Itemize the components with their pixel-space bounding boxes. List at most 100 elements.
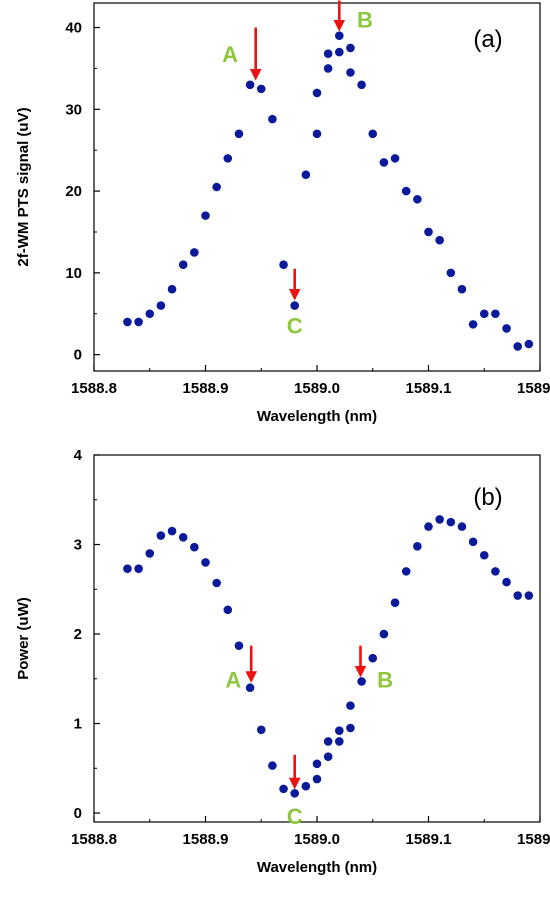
- y-tick-label: 4: [74, 447, 83, 464]
- annotation-label: A: [222, 42, 238, 67]
- data-point: [323, 64, 333, 73]
- data-point: [245, 80, 255, 90]
- data-point: [156, 531, 166, 540]
- data-point: [335, 47, 344, 57]
- x-tick-label: 1588.8: [71, 831, 117, 848]
- data-point: [379, 158, 389, 167]
- data-point: [335, 31, 344, 41]
- data-point: [190, 248, 199, 257]
- y-tick-label: 40: [65, 20, 82, 37]
- data-point: [357, 80, 366, 90]
- x-tick-label: 1588.8: [71, 380, 117, 397]
- y-tick-label: 20: [65, 183, 82, 200]
- data-point: [268, 761, 277, 770]
- x-tick-label: 1589.0: [294, 831, 340, 848]
- x-tick-label: 1588.9: [183, 831, 229, 848]
- data-point: [234, 129, 244, 139]
- annotation-label: B: [377, 668, 393, 693]
- data-point: [223, 154, 233, 163]
- data-point: [290, 301, 300, 310]
- data-point: [145, 549, 155, 558]
- plot-frame: [93, 2, 541, 372]
- data-point: [312, 759, 322, 769]
- data-point: [268, 114, 277, 124]
- data-point: [479, 550, 489, 560]
- data-point: [446, 268, 456, 278]
- chart-panel-a: 1588.8 1588.9 1589.0 1589.1 1589.2 0 10 20 30 40 W…: [15, 0, 550, 425]
- data-point: [245, 683, 255, 693]
- data-point: [435, 515, 444, 524]
- panel-label: (b): [473, 484, 502, 511]
- x-axis-label: Wavelength (nm): [257, 859, 377, 876]
- data-point: [457, 522, 467, 531]
- y-tick-label: 0: [74, 347, 82, 364]
- annotation-label: A: [225, 668, 241, 693]
- data-point: [223, 605, 233, 615]
- data-point: [390, 154, 400, 163]
- annotation-label: C: [287, 313, 303, 338]
- data-point: [502, 577, 511, 587]
- data-point: [446, 517, 456, 527]
- data-point: [178, 533, 188, 542]
- data-point: [335, 726, 344, 735]
- data-point: [145, 309, 155, 319]
- data-point: [167, 284, 177, 294]
- y-axis-label: Power (uW): [15, 597, 32, 680]
- data-point: [346, 701, 355, 710]
- x-tick-label: 1589.1: [406, 380, 452, 397]
- x-tick-label: 1589.2: [517, 380, 550, 397]
- data-point: [256, 725, 266, 735]
- data-point: [413, 542, 422, 551]
- x-tick-label: 1589.0: [294, 380, 340, 397]
- data-point: [513, 591, 522, 600]
- x-tick-label: 1589.2: [517, 831, 550, 848]
- data-point: [123, 317, 132, 327]
- data-point: [468, 320, 478, 329]
- data-point: [312, 129, 322, 139]
- data-point: [479, 309, 489, 319]
- data-point: [256, 84, 266, 94]
- data-point: [323, 752, 333, 761]
- data-point: [502, 324, 511, 333]
- data-point: [201, 558, 210, 567]
- data-point: [379, 629, 389, 639]
- data-point: [323, 49, 333, 59]
- data-point: [357, 677, 366, 686]
- panel-label: (a): [473, 26, 502, 53]
- data-point: [301, 170, 311, 180]
- data-point: [134, 564, 143, 573]
- y-axis-label: 2f-WM PTS signal (uV): [15, 107, 32, 266]
- data-point: [201, 211, 210, 220]
- data-point: [212, 578, 221, 588]
- data-point: [524, 339, 534, 349]
- data-point: [234, 641, 244, 650]
- data-point: [401, 186, 411, 196]
- data-point: [413, 194, 422, 204]
- data-point: [491, 567, 500, 576]
- data-point: [513, 342, 522, 351]
- annotation-label: C: [287, 804, 303, 829]
- y-tick-label: 10: [65, 265, 82, 282]
- data-point: [401, 567, 411, 576]
- data-point: [290, 789, 300, 798]
- data-point: [212, 182, 221, 192]
- data-point: [323, 737, 333, 746]
- y-tick-label: 1: [74, 716, 82, 733]
- data-point: [435, 235, 444, 245]
- data-point: [368, 653, 378, 663]
- y-tick-label: 2: [74, 626, 82, 643]
- data-point: [524, 591, 534, 600]
- data-point: [190, 542, 199, 552]
- data-point: [491, 309, 500, 319]
- x-tick-label: 1588.9: [183, 380, 229, 397]
- data-point: [424, 227, 433, 237]
- annotation-label: B: [357, 8, 373, 33]
- data-point: [346, 43, 355, 53]
- data-point: [346, 68, 355, 77]
- data-point: [468, 537, 478, 547]
- data-point: [123, 564, 132, 573]
- data-point: [156, 301, 166, 310]
- data-point: [279, 260, 288, 269]
- data-point: [346, 723, 355, 733]
